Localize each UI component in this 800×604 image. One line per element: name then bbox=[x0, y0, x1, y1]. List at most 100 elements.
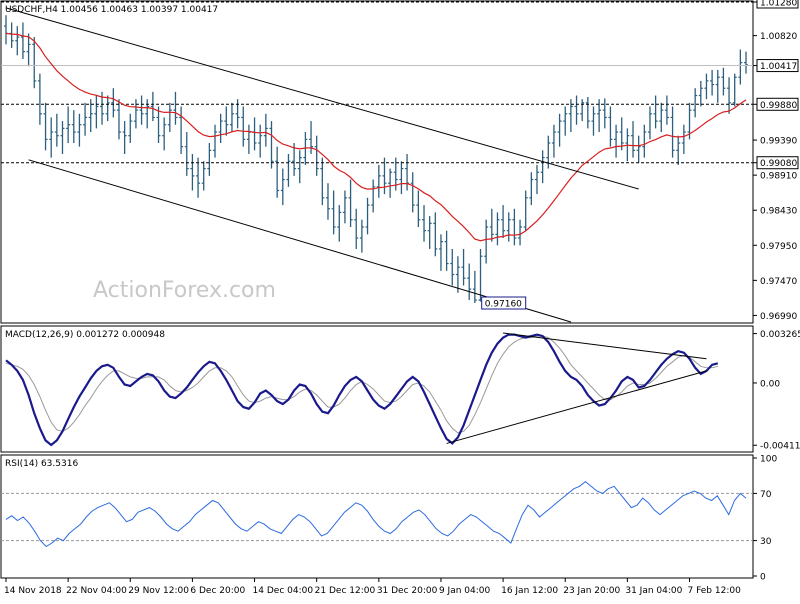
price-bar bbox=[489, 208, 494, 242]
price-bar bbox=[647, 106, 652, 140]
price-bar bbox=[207, 143, 212, 176]
price-bar bbox=[676, 135, 681, 165]
price-axis-label: 0.98430 bbox=[760, 207, 797, 217]
price-bar bbox=[309, 121, 314, 154]
price-bar bbox=[461, 248, 466, 286]
rsi-axis-label: 100 bbox=[760, 455, 777, 465]
price-bar bbox=[399, 161, 404, 195]
price-bar bbox=[49, 117, 54, 158]
low-annotation-label: 0.97160 bbox=[485, 300, 522, 310]
price-bar bbox=[66, 106, 71, 144]
price-bar bbox=[196, 157, 201, 198]
price-bar bbox=[619, 117, 624, 151]
low-annotation-box bbox=[481, 296, 527, 310]
price-bar bbox=[365, 197, 370, 235]
price-bar bbox=[602, 98, 607, 129]
price-bar bbox=[484, 219, 489, 264]
macd-main-line bbox=[5, 333, 719, 447]
price-title: USDCHF,H4 1.00456 1.00463 1.00397 1.0041… bbox=[5, 5, 218, 15]
price-axis-label: 0.99390 bbox=[760, 137, 797, 147]
price-axis-label: 0.99080 bbox=[760, 159, 797, 169]
price-bar bbox=[574, 95, 579, 125]
price-bar bbox=[218, 113, 223, 144]
time-axis-label: 31 Dec 20:00 bbox=[377, 586, 438, 596]
macd-upper-line bbox=[503, 332, 707, 360]
price-bar bbox=[54, 113, 59, 147]
price-axis-label: 0.97950 bbox=[760, 242, 797, 252]
price-bar bbox=[472, 270, 477, 304]
price-bar bbox=[354, 208, 359, 249]
price-bar bbox=[263, 113, 268, 147]
price-bar bbox=[455, 256, 460, 293]
price-bar bbox=[732, 73, 737, 107]
price-bar bbox=[744, 51, 748, 74]
price-bar bbox=[376, 164, 381, 198]
price-bar bbox=[359, 219, 364, 253]
price-bar bbox=[314, 135, 319, 176]
price-bar bbox=[162, 117, 167, 151]
price-bar bbox=[715, 69, 720, 103]
price-bar bbox=[122, 121, 127, 154]
price-bar bbox=[342, 190, 347, 224]
macd-pane bbox=[0, 325, 754, 453]
price-bar bbox=[150, 91, 155, 122]
price-bar bbox=[111, 88, 116, 118]
rsi-axis-label: 0 bbox=[760, 573, 766, 583]
price-bar bbox=[551, 124, 556, 158]
price-bar bbox=[653, 95, 658, 129]
price-bar bbox=[523, 190, 528, 231]
price-bar bbox=[444, 230, 449, 271]
price-bar bbox=[608, 106, 613, 147]
price-bar bbox=[438, 234, 443, 271]
price-bar bbox=[410, 172, 415, 213]
price-bar bbox=[77, 113, 82, 147]
price-bar bbox=[557, 113, 562, 147]
price-bar bbox=[229, 102, 234, 133]
price-bar bbox=[173, 91, 178, 125]
price-bar bbox=[636, 135, 641, 163]
price-bar bbox=[337, 205, 342, 242]
price-bar bbox=[15, 26, 20, 56]
price-bar bbox=[116, 99, 121, 140]
macd-axis-label: 0.003265 bbox=[760, 330, 800, 340]
time-axis-label: 29 Nov 12:00 bbox=[128, 586, 189, 596]
price-bar bbox=[371, 179, 376, 213]
price-bar bbox=[614, 124, 619, 158]
price-bar bbox=[331, 190, 336, 235]
price-bar bbox=[591, 106, 596, 136]
price-bar bbox=[213, 124, 218, 158]
price-bar bbox=[721, 67, 726, 96]
price-pane bbox=[0, 0, 754, 324]
price-bar bbox=[506, 212, 511, 242]
channel-upper bbox=[5, 7, 639, 190]
price-bar bbox=[94, 95, 99, 129]
price-bar bbox=[495, 212, 500, 246]
time-axis-label: 6 Dec 20:00 bbox=[190, 586, 245, 596]
macd-axis-label: -0.004119 bbox=[760, 442, 800, 452]
price-tag-box bbox=[756, 0, 799, 9]
price-bar bbox=[727, 77, 732, 114]
time-axis-label: 7 Feb 12:00 bbox=[688, 586, 742, 596]
price-axis-label: 0.99880 bbox=[760, 101, 797, 111]
price-bar bbox=[37, 73, 42, 125]
time-axis-label: 14 Nov 2018 bbox=[4, 586, 62, 596]
moving-average-line bbox=[5, 32, 747, 242]
time-axis-label: 21 Dec 12:00 bbox=[315, 586, 376, 596]
price-bar bbox=[501, 205, 506, 238]
price-bar bbox=[320, 157, 325, 206]
rsi-pane bbox=[0, 454, 754, 579]
price-bar bbox=[325, 183, 330, 220]
time-axis-label: 22 Nov 04:00 bbox=[66, 586, 127, 596]
price-bar bbox=[269, 121, 274, 169]
price-bar bbox=[286, 153, 291, 187]
price-bar bbox=[43, 102, 48, 151]
price-bar bbox=[60, 121, 65, 154]
price-bar bbox=[258, 124, 263, 158]
price-bar bbox=[179, 106, 184, 154]
price-bar bbox=[20, 22, 25, 59]
channel-lower bbox=[28, 159, 572, 323]
price-tag-box bbox=[756, 97, 799, 111]
price-bar bbox=[529, 172, 534, 206]
time-axis-label: 16 Jan 12:00 bbox=[501, 586, 558, 596]
rsi-layer bbox=[1, 480, 753, 548]
